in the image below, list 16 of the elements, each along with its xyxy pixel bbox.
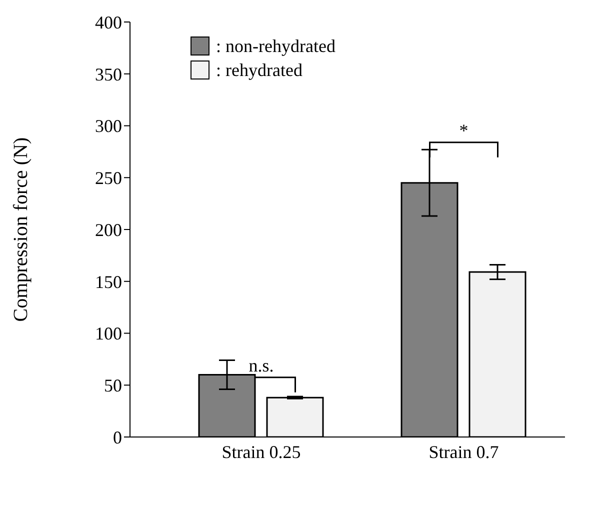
legend-label: : non-rehydrated [216, 36, 336, 56]
y-tick-label: 350 [95, 64, 122, 84]
y-tick-label: 0 [113, 427, 122, 448]
y-tick-label: 150 [95, 272, 122, 292]
legend-label: : rehydrated [216, 60, 302, 80]
y-axis-title: Compression force (N) [10, 137, 32, 322]
y-tick-label: 250 [95, 168, 122, 188]
x-tick-label: Strain 0.25 [222, 442, 301, 462]
annotation: * [459, 120, 468, 140]
y-tick-label: 300 [95, 116, 122, 136]
x-tick-label: Strain 0.7 [428, 442, 499, 462]
y-tick-label: 200 [95, 220, 122, 240]
annotation: n.s. [248, 355, 274, 376]
y-tick-label: 100 [95, 324, 122, 344]
y-tick-label: 400 [95, 12, 122, 32]
y-tick-label: 50 [104, 376, 122, 396]
